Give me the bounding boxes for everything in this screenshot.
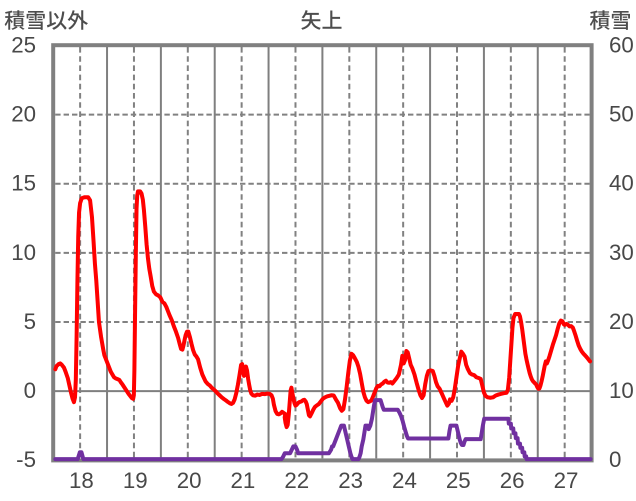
svg-text:0: 0 bbox=[24, 378, 36, 403]
svg-text:20: 20 bbox=[177, 468, 202, 493]
svg-text:25: 25 bbox=[446, 468, 471, 493]
svg-text:15: 15 bbox=[11, 171, 36, 196]
svg-text:5: 5 bbox=[24, 309, 36, 334]
svg-text:60: 60 bbox=[609, 33, 634, 58]
svg-text:18: 18 bbox=[69, 468, 94, 493]
svg-text:0: 0 bbox=[609, 447, 621, 472]
svg-text:19: 19 bbox=[123, 468, 148, 493]
svg-text:-5: -5 bbox=[16, 447, 36, 472]
svg-text:50: 50 bbox=[609, 102, 634, 127]
svg-text:10: 10 bbox=[609, 378, 634, 403]
svg-text:20: 20 bbox=[11, 102, 36, 127]
svg-text:24: 24 bbox=[392, 468, 417, 493]
svg-text:26: 26 bbox=[500, 468, 525, 493]
svg-text:21: 21 bbox=[231, 468, 256, 493]
svg-text:40: 40 bbox=[609, 171, 634, 196]
svg-text:27: 27 bbox=[554, 468, 579, 493]
svg-text:20: 20 bbox=[609, 309, 634, 334]
svg-text:23: 23 bbox=[338, 468, 363, 493]
svg-text:25: 25 bbox=[11, 33, 36, 58]
svg-text:10: 10 bbox=[11, 240, 36, 265]
svg-text:22: 22 bbox=[284, 468, 309, 493]
svg-text:30: 30 bbox=[609, 240, 634, 265]
